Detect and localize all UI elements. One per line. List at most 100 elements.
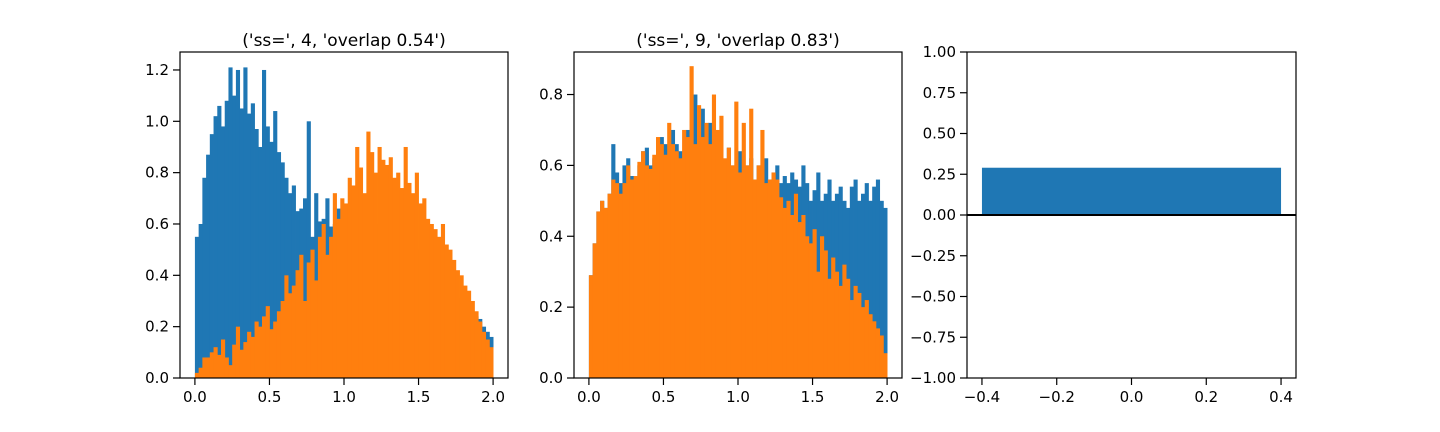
subplot-1-frame [179, 51, 509, 379]
subplot-2-series-2-bar [842, 264, 847, 378]
x-tick-label: 1.5 [407, 388, 431, 406]
subplot-2-series-2-bar [592, 243, 597, 378]
subplot-2-series-2-bar [857, 292, 862, 378]
subplot-1-series-2-bar [463, 285, 468, 378]
subplot-1-series-1-bar [280, 162, 285, 378]
subplot-2-series-2-bar [648, 168, 653, 378]
subplot-2-series-2-bar [868, 314, 873, 378]
y-tick-label: 0.6 [145, 215, 169, 233]
subplot-1-series-1-bar [239, 108, 244, 378]
subplot-2-series-2-bar [790, 215, 795, 378]
subplot-1-series-2-bar [455, 270, 460, 378]
x-tick-label: 2.0 [875, 388, 899, 406]
x-tick-label: 0.0 [1120, 388, 1144, 406]
subplot-1-series-1-bar [213, 116, 218, 379]
subplot-1-series-2-bar [407, 182, 412, 378]
subplot-2-series-2-bar [637, 161, 642, 378]
subplot-1-series-2-bar [414, 172, 419, 378]
subplot-2-series-1-bar [872, 186, 877, 378]
y-tick-label: −0.50 [910, 288, 956, 306]
x-tick-label: 1.5 [801, 388, 825, 406]
subplot-1-series-2-bar [299, 254, 304, 378]
subplot-2-series-2-bar [622, 183, 627, 378]
subplot-2-series-2-bar [756, 165, 761, 378]
subplot-1-series-2-bar [347, 177, 352, 378]
subplot-1: ('ss=', 4, 'overlap 0.54') 0.0 0.5 1.0 1.5 2… [145, 31, 509, 406]
subplot-2-series-2-bar [711, 94, 717, 379]
subplot-2-series-2-bar [853, 285, 858, 378]
subplot-1-series-2-bar [418, 203, 423, 378]
subplot-2-series-2-bar [600, 200, 605, 378]
subplot-1-series-1-bar [265, 126, 270, 378]
subplot-1-series-1-bar [209, 134, 214, 378]
subplot-1-series-2-bar [362, 193, 367, 378]
subplot-2-series-2-bar [782, 207, 787, 378]
subplot-2-series-2-bar [883, 353, 888, 378]
subplot-1-series-2-bar [284, 275, 289, 378]
subplot-1-series-1-bar [250, 103, 255, 378]
subplot-1-series-2-bar [224, 357, 229, 378]
subplot-1-series-2-bar [474, 311, 479, 378]
subplot-1-series-1-bar [254, 129, 259, 378]
subplot-2-series-2-bar [618, 193, 623, 378]
subplot-2-series-1-bar [883, 207, 888, 378]
subplot-1-series-1-bar [273, 111, 278, 378]
subplot-3-bar [981, 167, 1282, 215]
subplot-1-series-2-bar [276, 311, 282, 378]
subplot-1-series-2-bar [239, 349, 244, 378]
subplot-2-series-2-bar [797, 222, 802, 378]
subplot-1-series-2-bar [198, 367, 203, 378]
subplot-1-series-2-bar [351, 185, 356, 378]
subplot-2-series-1-bar [838, 186, 843, 378]
subplot-1-series-2-bar [336, 218, 341, 378]
subplot-1-series-2-bar [411, 193, 416, 378]
y-tick-label: −0.75 [910, 328, 956, 346]
subplot-1-series-2-bar [370, 152, 375, 378]
subplot-2-series-2-bar [734, 101, 739, 378]
subplot-2-series-2-bar [708, 144, 713, 378]
subplot-2-series-2-bar [820, 236, 825, 378]
subplot-1-series-1-bar [276, 152, 282, 378]
subplot-1-series-2-bar [452, 259, 457, 378]
subplot-2-series-2-bar [846, 278, 851, 378]
x-tick-label: −0.2 [1039, 388, 1075, 406]
subplot-2-series-2-bar [760, 129, 765, 378]
y-tick-label: 0.50 [923, 125, 956, 143]
subplot-2-series-2-bar [823, 250, 828, 378]
x-tick-label: −0.4 [964, 388, 1000, 406]
subplot-1-series-1-bar [228, 67, 233, 378]
x-tick-label: 0.2 [1194, 388, 1218, 406]
y-tick-label: 0.0 [145, 369, 169, 387]
subplot-2-series-2-bar [879, 335, 884, 378]
subplot-1-series-1-bar [194, 236, 200, 378]
subplot-1-series-2-bar [329, 236, 334, 378]
subplot-2-series-1-bar [853, 179, 858, 378]
subplot-1-series-1-bar [306, 121, 311, 379]
subplot-1-series-2-bar [321, 223, 326, 378]
subplot-1-series-2-bar [444, 244, 449, 378]
subplot-2-series-2-bar [615, 183, 620, 378]
subplot-2-series-2-bar [827, 278, 832, 378]
subplot-2-series-2-bar [670, 144, 676, 378]
subplot-1-series-2-bar [273, 321, 278, 378]
subplot-1-series-1-bar [247, 113, 252, 379]
subplot-2-series-2-bar [693, 144, 698, 378]
subplot-2-series-2-bar [682, 129, 687, 378]
subplot-2-series-2-bar [752, 179, 758, 378]
subplot-1-series-2-bar [247, 331, 252, 378]
subplot-2-series-2-bar [656, 137, 661, 378]
subplot-2-series-2-bar [652, 154, 657, 378]
subplot-2-series-2-bar [812, 229, 817, 378]
subplot-2-series-2-bar [738, 172, 743, 378]
subplot-1-series-2-bar [470, 300, 475, 378]
subplot-2-series-2-bar [641, 151, 646, 378]
subplot-1-series-2-bar [291, 285, 296, 378]
y-tick-label: 0.75 [923, 84, 956, 102]
subplot-2-series-2-bar [730, 165, 735, 378]
subplot-1-ticks: 0.0 0.5 1.0 1.5 2.0 0.0 0.2 0.4 0.6 0.8 1.0 1.2 [145, 61, 505, 406]
subplot-1-series-2-bar [269, 329, 274, 378]
subplot-2-series-2-bar [872, 321, 877, 378]
subplot-1-series-2-bar [250, 336, 255, 378]
subplot-1-series-2-bar [310, 249, 315, 378]
subplot-2-series-2-bar [861, 307, 866, 378]
